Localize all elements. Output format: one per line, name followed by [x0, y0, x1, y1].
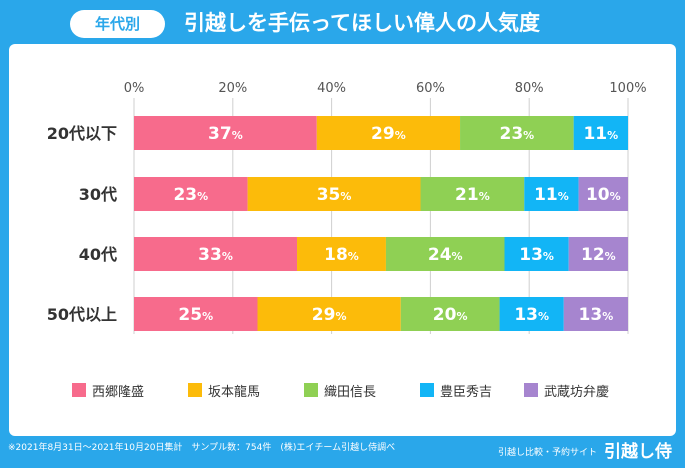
x-tick-label: 0% [124, 81, 145, 96]
data-label: 13% [579, 305, 614, 325]
bar-segment [400, 297, 500, 331]
bar-segment [134, 116, 317, 150]
data-label: 13% [514, 305, 549, 325]
data-label: 11% [583, 124, 618, 144]
legend-item: 織田信長 [304, 378, 376, 402]
legend-item: 武蔵坊弁慶 [524, 378, 609, 402]
footnote: ※2021年8月31日～2021年10月20日集計 サンプル数：754件 (株)… [8, 443, 396, 453]
category-label: 50代以上 [47, 305, 117, 324]
data-label: 29% [371, 124, 406, 144]
data-label: 13% [519, 245, 554, 265]
data-label: 23% [173, 185, 208, 205]
bar-segment [316, 116, 461, 150]
bar-segment [257, 297, 401, 331]
x-tick-label: 40% [317, 81, 346, 96]
bar-segment [573, 116, 628, 150]
legend-swatch [420, 383, 434, 397]
data-label: 21% [455, 185, 490, 205]
data-label: 29% [312, 305, 347, 325]
data-label: 33% [198, 245, 233, 265]
bar-segment [524, 177, 579, 211]
legend-item: 西郷隆盛 [72, 378, 144, 402]
bar-segment [385, 237, 505, 271]
data-label: 35% [317, 185, 352, 205]
legend-label: 坂本龍馬 [208, 384, 261, 400]
category-label: 40代 [79, 245, 117, 264]
x-tick-label: 100% [609, 81, 646, 96]
data-label: 25% [178, 305, 213, 325]
bar-segment [568, 237, 628, 271]
bar-segment [297, 237, 386, 271]
x-tick-label: 60% [416, 81, 445, 96]
legend-swatch [188, 383, 202, 397]
legend-swatch [72, 383, 86, 397]
legend-swatch [304, 383, 318, 397]
header: 年代別 引越しを手伝ってほしい偉人の人気度 [0, 0, 685, 44]
data-label: 10% [586, 185, 621, 205]
bar-segment [134, 177, 248, 211]
data-label: 11% [534, 185, 569, 205]
x-tick-label: 20% [218, 81, 247, 96]
bar-segment [460, 116, 574, 150]
legend-item: 坂本龍馬 [188, 378, 260, 402]
bar-segment [420, 177, 525, 211]
category-label: 20代以下 [47, 124, 117, 143]
bar-segment [134, 237, 298, 271]
page-title: 引越しを手伝ってほしい偉人の人気度 [184, 11, 540, 35]
legend-swatch [524, 383, 538, 397]
data-label: 23% [499, 124, 534, 144]
bar-segment [563, 297, 628, 331]
bar-segment [247, 177, 421, 211]
brand-tagline: 引越し比較・予約サイト [498, 448, 598, 458]
bar-segment [504, 237, 569, 271]
data-label: 18% [324, 245, 359, 265]
legend-label: 豊臣秀吉 [440, 384, 493, 400]
data-label: 20% [433, 305, 468, 325]
bar-segment [499, 297, 564, 331]
legend-label: 織田信長 [324, 384, 377, 400]
legend-label: 西郷隆盛 [92, 384, 145, 400]
category-label: 30代 [79, 185, 117, 204]
data-label: 37% [208, 124, 243, 144]
bar-segment [134, 297, 258, 331]
data-label: 24% [428, 245, 463, 265]
legend-label: 武蔵坊弁慶 [544, 384, 610, 400]
category-badge: 年代別 [70, 10, 165, 38]
legend: 西郷隆盛 坂本龍馬 織田信長 豊臣秀吉 武蔵坊弁慶 [72, 378, 632, 402]
bar-segment [578, 177, 628, 211]
brand-logo: 引越し侍 [604, 442, 672, 462]
data-label: 12% [581, 245, 616, 265]
x-tick-label: 80% [515, 81, 544, 96]
legend-item: 豊臣秀吉 [420, 378, 492, 402]
